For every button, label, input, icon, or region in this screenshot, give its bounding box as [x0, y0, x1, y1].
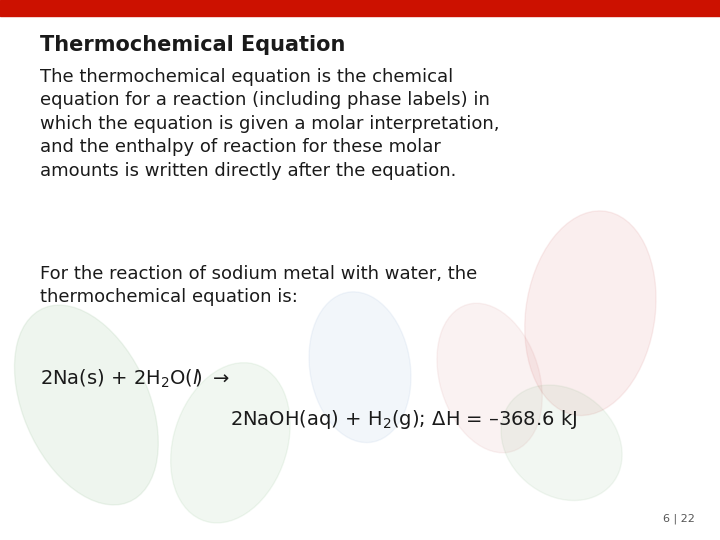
Text: 2Na(s) + 2H$_2$O($l\!$) $\rightarrow$: 2Na(s) + 2H$_2$O($l\!$) $\rightarrow$	[40, 367, 230, 389]
Ellipse shape	[437, 303, 542, 453]
Ellipse shape	[525, 211, 656, 415]
Text: 6 | 22: 6 | 22	[663, 514, 695, 524]
Ellipse shape	[501, 385, 622, 501]
Ellipse shape	[309, 292, 411, 443]
Text: 2NaOH(aq) + H$_2$(g); ΔH = –368.6 kJ: 2NaOH(aq) + H$_2$(g); ΔH = –368.6 kJ	[230, 408, 577, 431]
Text: For the reaction of sodium metal with water, the
thermochemical equation is:: For the reaction of sodium metal with wa…	[40, 265, 477, 306]
Text: Thermochemical Equation: Thermochemical Equation	[40, 35, 345, 55]
Text: The thermochemical equation is the chemical
equation for a reaction (including p: The thermochemical equation is the chemi…	[40, 68, 499, 180]
Ellipse shape	[14, 305, 158, 505]
Ellipse shape	[171, 363, 290, 523]
